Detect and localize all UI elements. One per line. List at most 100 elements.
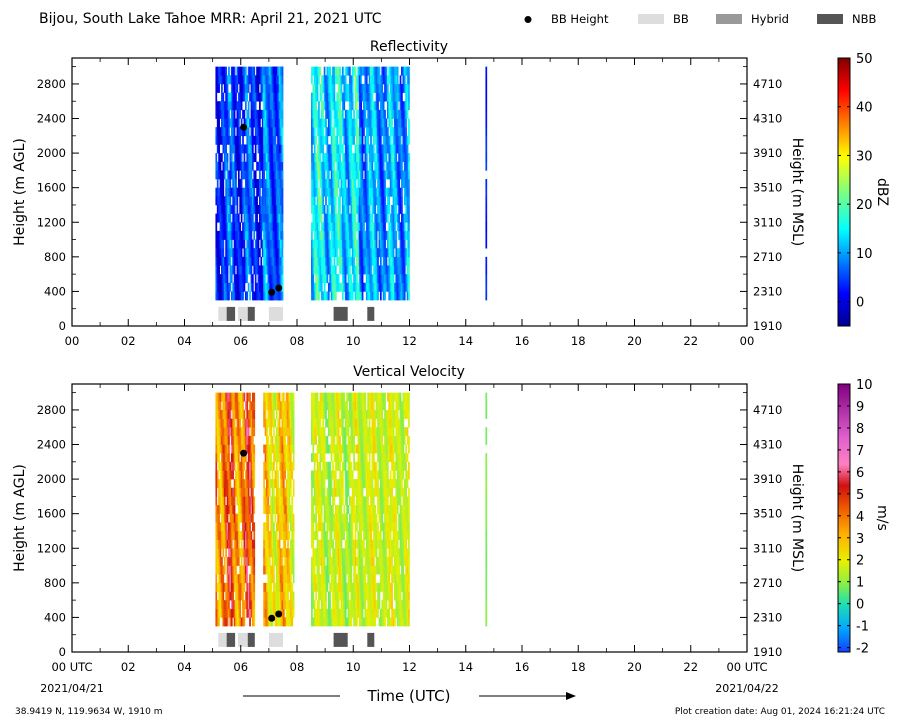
heatmap-cell xyxy=(266,522,268,532)
heatmap-cell xyxy=(277,291,280,301)
heatmap-cell xyxy=(270,548,272,558)
heatmap-cell xyxy=(394,83,396,93)
heatmap-cell xyxy=(384,265,386,275)
heatmap-cell xyxy=(401,291,403,301)
heatmap-cell xyxy=(320,444,323,454)
heatmap-cell xyxy=(254,256,257,266)
heatmap-cell xyxy=(277,118,280,128)
heatmap-cell xyxy=(242,582,244,592)
heatmap-cell xyxy=(346,196,348,206)
reflectivity-heatmap xyxy=(215,66,488,301)
heatmap-cell xyxy=(394,187,396,197)
heatmap-cell xyxy=(261,291,264,301)
heatmap-cell xyxy=(319,556,322,566)
heatmap-cell xyxy=(327,401,330,411)
heatmap-cell xyxy=(322,453,325,463)
heatmap-cell xyxy=(318,487,320,497)
heatmap-cell xyxy=(316,556,319,566)
heatmap-cell xyxy=(257,75,260,85)
heatmap-cell xyxy=(364,170,367,180)
heatmap-cell xyxy=(395,179,398,188)
heatmap-cell xyxy=(289,600,292,610)
heatmap-cell xyxy=(396,196,399,206)
heatmap-cell xyxy=(244,505,247,514)
heatmap-cell xyxy=(226,409,229,419)
heatmap-cell xyxy=(221,496,223,506)
heatmap-cell xyxy=(323,179,326,188)
heatmap-cell xyxy=(240,239,243,249)
heatmap-cell xyxy=(322,222,325,232)
heatmap-cell xyxy=(230,453,233,463)
heatmap-cell xyxy=(221,487,223,497)
heatmap-cell xyxy=(358,204,361,214)
heatmap-cell xyxy=(278,291,281,301)
heatmap-cell xyxy=(219,435,222,445)
heatmap-cell xyxy=(367,118,370,128)
heatmap-cell xyxy=(329,75,332,85)
heatmap-cell xyxy=(229,118,232,128)
heatmap-cell xyxy=(273,118,275,128)
heatmap-cell xyxy=(259,118,261,128)
heatmap-cell xyxy=(333,135,336,145)
heatmap-cell xyxy=(228,479,230,489)
heatmap-cell xyxy=(274,291,277,301)
heatmap-cell xyxy=(237,392,240,402)
heatmap-cell xyxy=(346,222,348,232)
heatmap-cell xyxy=(233,453,236,463)
heatmap-cell xyxy=(339,256,341,266)
heatmap-cell xyxy=(396,274,399,284)
heatmap-cell xyxy=(252,187,254,197)
heatmap-cell xyxy=(374,274,377,284)
heatmap-cell xyxy=(247,265,250,275)
heatmap-cell xyxy=(266,496,268,506)
heatmap-cell xyxy=(243,170,246,180)
heatmap-cell xyxy=(237,513,240,523)
heatmap-cell xyxy=(357,256,360,266)
heatmap-cell xyxy=(342,75,344,85)
heatmap-cell xyxy=(260,144,263,154)
heatmap-cell xyxy=(266,401,268,411)
heatmap-cell xyxy=(281,256,284,266)
heatmap-cell xyxy=(367,291,370,301)
heatmap-cell xyxy=(242,127,244,137)
heatmap-cell xyxy=(270,118,272,128)
heatmap-cell xyxy=(278,600,281,610)
heatmap-cell xyxy=(343,196,346,206)
heatmap-cell xyxy=(232,83,235,93)
heatmap-cell xyxy=(240,282,243,292)
heatmap-cell xyxy=(316,256,319,266)
heatmap-cell xyxy=(319,196,322,206)
heatmap-cell xyxy=(240,427,243,437)
heatmap-cell xyxy=(327,187,330,197)
heatmap-cell xyxy=(388,144,391,154)
heatmap-cell xyxy=(315,617,317,627)
heatmap-cell xyxy=(408,213,410,223)
heatmap-cell xyxy=(257,256,260,266)
heatmap-cell xyxy=(230,513,233,523)
heatmap-cell xyxy=(322,591,325,601)
heatmap-cell xyxy=(274,256,277,266)
heatmap-cell xyxy=(287,565,289,575)
heatmap-cell xyxy=(226,265,229,275)
heatmap-cell xyxy=(280,591,282,601)
heatmap-cell xyxy=(320,213,323,223)
heatmap-cell xyxy=(267,418,270,428)
heatmap-cell xyxy=(312,153,315,163)
heatmap-cell xyxy=(339,83,341,93)
heatmap-cell xyxy=(375,170,378,180)
heatmap-cell xyxy=(319,127,322,137)
heatmap-cell xyxy=(246,582,249,592)
heatmap-cell xyxy=(252,539,254,549)
heatmap-cell xyxy=(284,513,287,523)
heatmap-cell xyxy=(223,196,226,206)
heatmap-cell xyxy=(221,66,223,76)
heatmap-cell xyxy=(219,530,222,540)
heatmap-cell xyxy=(273,204,275,214)
heatmap-cell xyxy=(267,161,270,171)
heatmap-cell xyxy=(344,109,347,119)
heatmap-cell xyxy=(226,522,229,532)
heatmap-cell xyxy=(382,239,385,249)
heatmap-cell xyxy=(253,83,256,93)
heatmap-cell xyxy=(330,409,333,419)
heatmap-cell xyxy=(223,435,226,445)
